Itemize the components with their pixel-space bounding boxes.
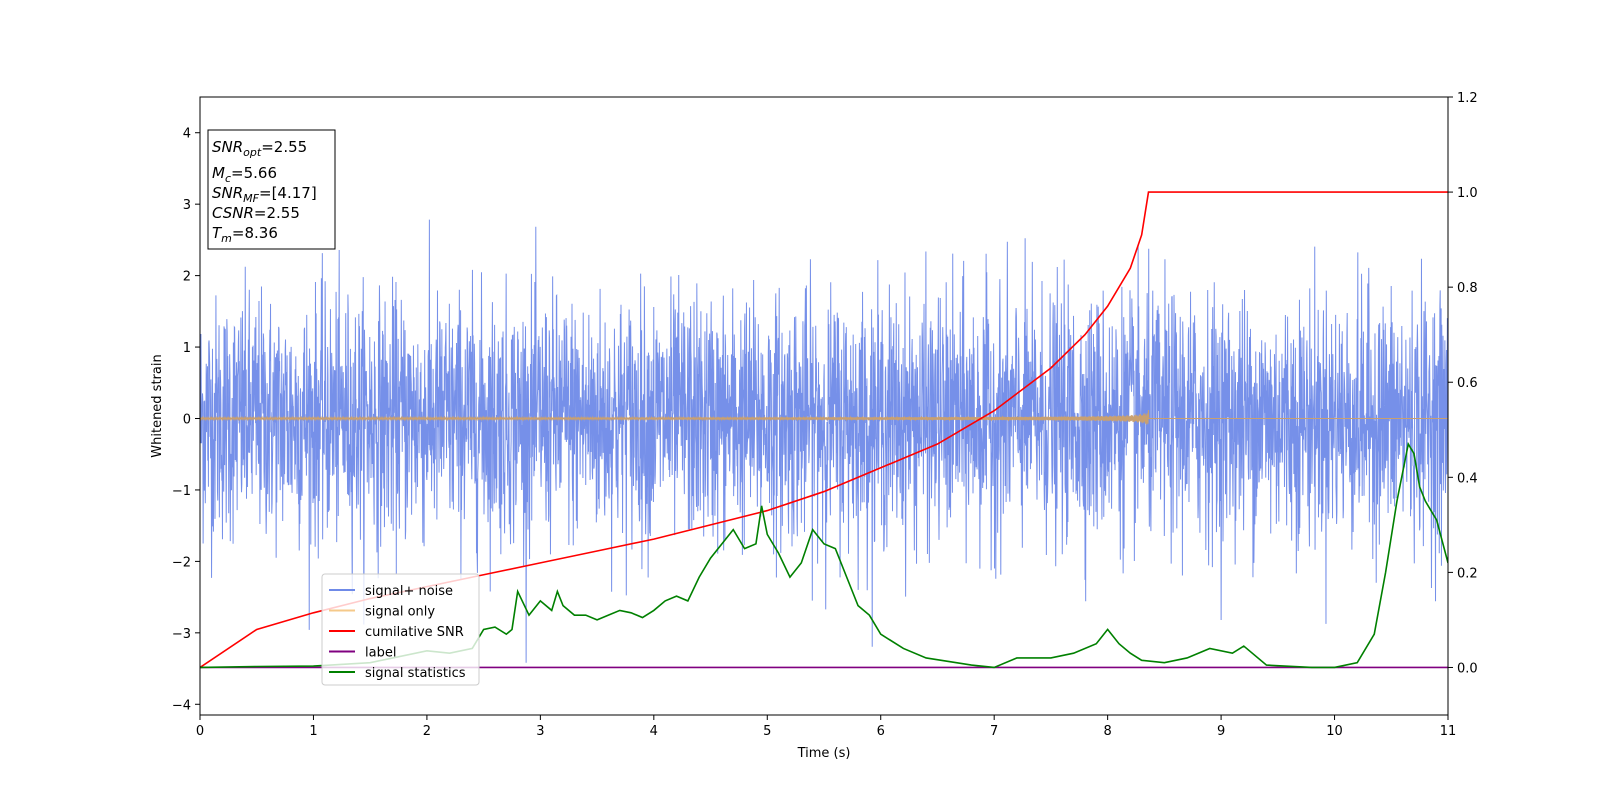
y-tick-label: −1	[172, 484, 191, 499]
y2-tick-label: 1.2	[1457, 91, 1478, 106]
y-tick-label: 3	[183, 198, 191, 213]
info-snr-opt: SNRopt=2.55	[212, 138, 307, 159]
info-box: SNRopt=2.55 Mc=5.66 SNRMF=[4.17] CSNR=2.…	[207, 129, 336, 250]
y2-tick-label: 0.8	[1457, 281, 1478, 296]
info-box-frame	[207, 129, 336, 250]
x-tick-label: 3	[536, 724, 544, 739]
legend-frame	[321, 573, 480, 686]
info-mc: Mc=5.66	[212, 164, 277, 185]
x-tick-label: 4	[650, 724, 658, 739]
x-tick-label: 6	[877, 724, 885, 739]
x-tick-label: 5	[763, 724, 771, 739]
y2-tick-label: 0.4	[1457, 471, 1478, 486]
x-tick-label: 0	[196, 724, 204, 739]
y2-tick-label: 0.2	[1457, 566, 1478, 581]
y-tick-label: 4	[183, 127, 191, 142]
y2-tick-label: 1.0	[1457, 186, 1478, 201]
signal-noise-line	[200, 219, 1448, 663]
x-axis: 0 1 2 3 4 5 6 7 8 9 10 11	[196, 715, 1456, 739]
series-signal-only	[200, 409, 1448, 425]
legend-label: signal+ noise	[365, 584, 453, 599]
x-tick-label: 9	[1217, 724, 1225, 739]
legend-label: cumilative SNR	[365, 625, 464, 640]
legend-label: signal statistics	[365, 666, 466, 681]
info-csnr: CSNR=2.55	[212, 204, 300, 222]
x-tick-label: 2	[423, 724, 431, 739]
x-tick-label: 10	[1326, 724, 1343, 739]
y-tick-label: 1	[183, 341, 191, 356]
series-signal-noise	[200, 219, 1448, 663]
y-tick-label: 0	[183, 413, 191, 428]
y-tick-label: −4	[172, 698, 191, 713]
x-tick-label: 1	[309, 724, 317, 739]
y-tick-label: 2	[183, 270, 191, 285]
info-tm: Tm=8.36	[212, 224, 278, 245]
x-tick-label: 7	[990, 724, 998, 739]
y2-tick-label: 0.0	[1457, 661, 1478, 676]
legend-label: signal only	[365, 605, 435, 620]
x-tick-label: 11	[1440, 724, 1457, 739]
x-tick-label: 8	[1103, 724, 1111, 739]
y-tick-label: −3	[172, 627, 191, 642]
series-signal-statistics-line	[200, 441, 1448, 669]
x-axis-label: Time (s)	[797, 746, 851, 761]
y-tick-label: −2	[172, 555, 191, 570]
y-axis-label: Whitened strain	[150, 354, 165, 457]
y-axis-left: 4 3 2 1 0 −1 −2 −3 −4	[172, 127, 200, 713]
y2-tick-label: 0.6	[1457, 376, 1478, 391]
plot-frame	[199, 96, 1449, 716]
info-snr-mf: SNRMF=[4.17]	[212, 184, 317, 205]
legend: signal+ noise signal only cumilative SNR la…	[321, 573, 480, 686]
signal-only-line	[200, 409, 1448, 425]
legend-label: label	[365, 646, 396, 661]
y-axis-right: 1.2 1.0 0.8 0.6 0.4 0.2 0.0	[1448, 91, 1478, 676]
